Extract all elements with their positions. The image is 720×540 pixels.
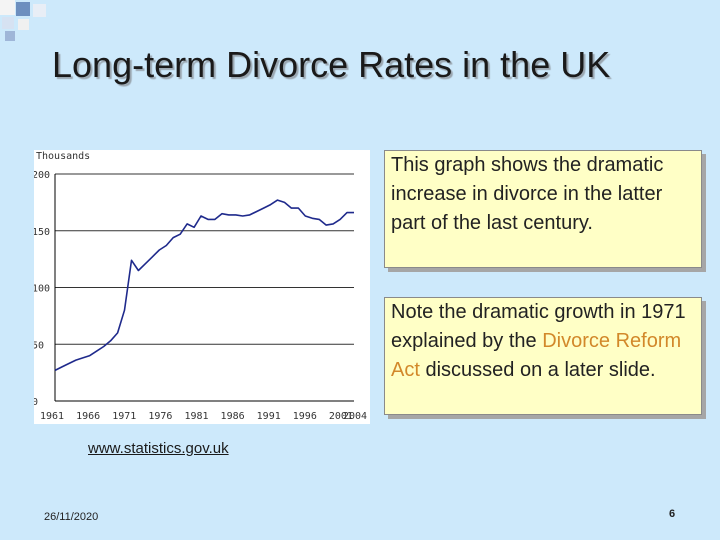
source-link[interactable]: www.statistics.gov.uk (88, 440, 229, 457)
x-tick-label: 2001 (329, 411, 353, 422)
x-tick-label: 1986 (221, 411, 245, 422)
divorce-line-chart: 0 50 100 150 200 Thousands 1961 1966 1971 1976 198… (34, 150, 370, 424)
footer-date: 26/11/2020 (44, 511, 99, 523)
divorce-reform-act-highlight: Divorce Reform Act (391, 330, 682, 381)
y-tick-label: 150 (34, 227, 50, 238)
decor-square (16, 2, 30, 16)
chart-svg: 0 50 100 150 200 Thousands 1961 1966 1971 1976 198… (34, 151, 367, 422)
page-title: Long-term Divorce Rates in the UK (52, 44, 611, 85)
series-line (54, 199, 354, 372)
y-tick-label: 200 (34, 170, 50, 181)
x-tick-label: 1971 (112, 411, 136, 422)
note-divorce-reform-text-start: Note the dramatic growth in 1971 explain… (391, 301, 686, 352)
decor-square (33, 4, 46, 17)
y-axis-label: Thousands (36, 151, 90, 162)
x-tick-label: 1991 (257, 411, 281, 422)
note-graph-description: This graph shows the dramatic increase i… (384, 150, 702, 268)
decor-square (2, 17, 14, 29)
note-divorce-reform-text-end: discussed on a later slide. (419, 359, 656, 381)
decor-square (5, 31, 15, 41)
decor-square (18, 19, 29, 30)
x-tick-label: 1976 (148, 411, 172, 422)
note-graph-description-text: This graph shows the dramatic increase i… (391, 154, 664, 234)
x-tick-label: 1981 (184, 411, 208, 422)
x-tick-label: 1961 (40, 411, 64, 422)
note-divorce-reform: Note the dramatic growth in 1971 explain… (384, 297, 702, 415)
x-tick-label: 1996 (293, 411, 317, 422)
x-tick-label: 1966 (76, 411, 100, 422)
decor-square (0, 0, 15, 15)
x-tick-label: 2004 (343, 411, 367, 422)
y-tick-label: 50 (34, 340, 44, 351)
y-tick-label: 100 (34, 284, 50, 295)
corner-decoration (0, 0, 60, 45)
y-tick-label: 0 (34, 397, 38, 408)
slide-number: 6 (669, 508, 676, 520)
